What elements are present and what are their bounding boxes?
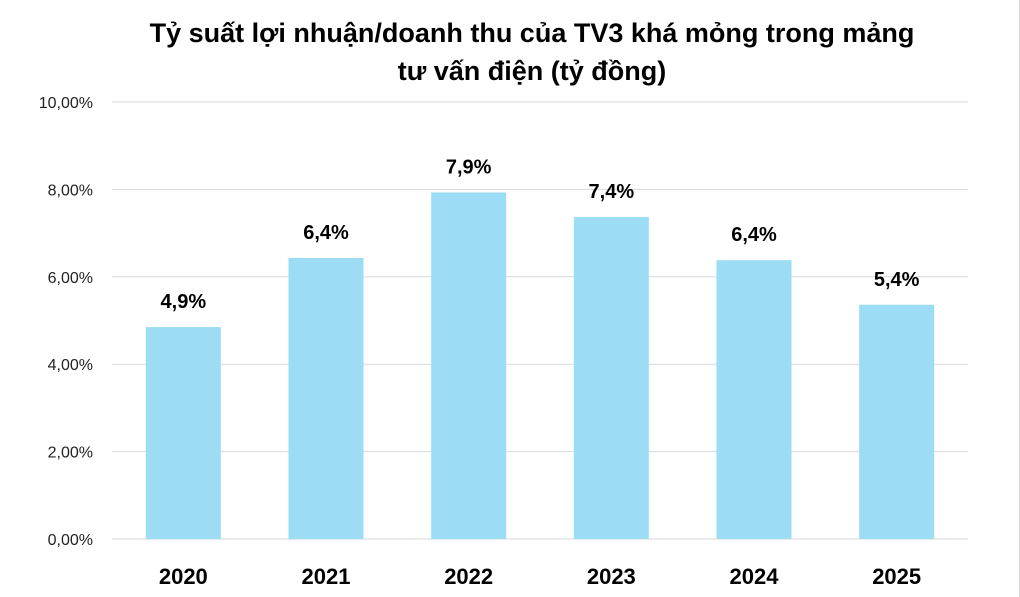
y-tick-label: 4,00% (48, 357, 93, 374)
bar (859, 304, 935, 539)
y-tick-label: 6,00% (48, 270, 93, 287)
data-label: 7,4% (589, 181, 635, 203)
data-label: 5,4% (874, 269, 920, 291)
bar (145, 327, 221, 539)
chart-title-line-1: Tỷ suất lợi nhuận/doanh thu của TV3 khá … (149, 18, 915, 48)
y-axis-tick-labels: 0,00% 2,00% 4,00% 6,00% 8,00% 10,00% (39, 95, 93, 549)
gridlines (112, 101, 968, 540)
bar (431, 192, 507, 540)
x-axis-tick-labels: 2020 2021 2022 2023 2024 2025 (159, 564, 921, 589)
bars (145, 192, 935, 540)
y-tick-label: 8,00% (48, 182, 93, 199)
data-labels: 4,9% 6,4% 7,9% 7,4% 6,4% 5,4% (161, 156, 920, 313)
x-tick-label: 2020 (159, 564, 208, 589)
y-tick-label: 2,00% (48, 445, 93, 462)
x-tick-label: 2024 (730, 564, 780, 589)
x-tick-label: 2025 (872, 564, 921, 589)
data-label: 6,4% (731, 224, 777, 246)
y-tick-label: 10,00% (39, 95, 93, 112)
data-label: 6,4% (303, 222, 349, 244)
data-label: 4,9% (161, 291, 207, 313)
bar (573, 216, 649, 539)
bar (288, 258, 364, 539)
x-tick-label: 2023 (587, 564, 636, 589)
x-tick-label: 2022 (444, 564, 493, 589)
chart-title-line-2: tư vấn điện (tỷ đồng) (397, 56, 667, 86)
bar (716, 260, 792, 539)
y-tick-label: 0,00% (48, 532, 93, 549)
x-tick-label: 2021 (302, 564, 351, 589)
chart-title: Tỷ suất lợi nhuận/doanh thu của TV3 khá … (0, 14, 1020, 90)
data-label: 7,9% (446, 156, 492, 178)
